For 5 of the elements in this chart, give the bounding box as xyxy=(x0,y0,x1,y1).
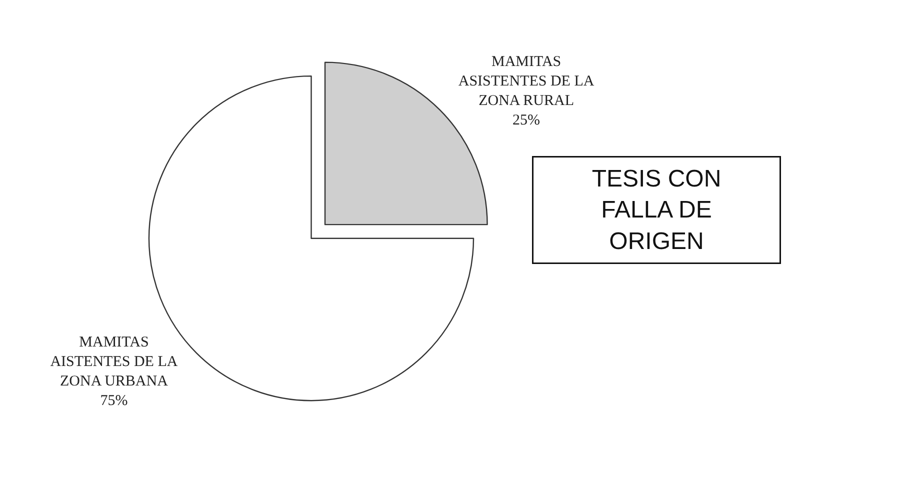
slice-label: MAMITAS ASISTENTES DE LA ZONA RURAL xyxy=(458,54,594,109)
data-label: 75% xyxy=(100,392,128,409)
data-label: 25% xyxy=(512,112,540,128)
slice-label: MAMITAS AISTENTES DE LA ZONA URBANA xyxy=(50,334,178,390)
text: TESIS CON FALLA DE ORIGEN xyxy=(592,166,722,255)
